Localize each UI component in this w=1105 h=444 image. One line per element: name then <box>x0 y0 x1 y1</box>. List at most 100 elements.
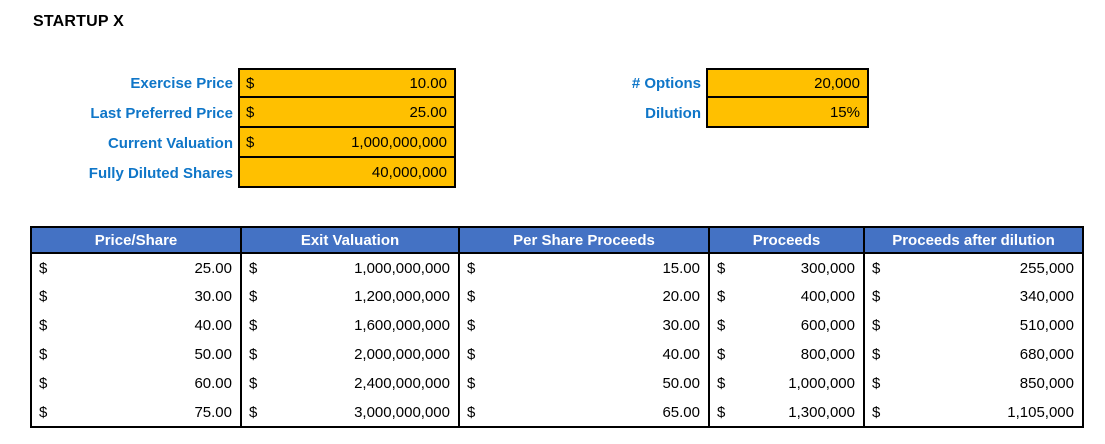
last-preferred-price-value: 25.00 <box>409 103 447 121</box>
table-cell[interactable]: $15.00 <box>458 253 710 282</box>
exercise-price-value: 10.00 <box>409 74 447 92</box>
cell-value: 400,000 <box>800 288 855 305</box>
table-cell[interactable]: $40.00 <box>30 311 242 340</box>
currency-symbol: $ <box>249 259 258 277</box>
currency-symbol: $ <box>39 288 48 305</box>
currency-symbol: $ <box>39 317 48 334</box>
cell-value: 50.00 <box>194 346 232 363</box>
last-preferred-price-cell[interactable]: $ 25.00 <box>238 98 456 128</box>
table-cell[interactable]: $30.00 <box>458 311 710 340</box>
table-cell[interactable]: $60.00 <box>30 369 242 398</box>
currency-symbol: $ <box>872 259 881 277</box>
table-cell[interactable]: $1,300,000 <box>708 398 865 427</box>
currency-symbol: $ <box>717 259 726 277</box>
fully-diluted-shares-cell[interactable]: 40,000,000 <box>238 158 456 188</box>
table-cell[interactable]: $1,600,000,000 <box>240 311 460 340</box>
currency-symbol: $ <box>872 375 881 392</box>
currency-symbol: $ <box>467 346 476 363</box>
table-cell[interactable]: $680,000 <box>863 340 1084 369</box>
table-cell[interactable]: $75.00 <box>30 398 242 427</box>
cell-value: 600,000 <box>800 317 855 334</box>
currency-symbol: $ <box>467 403 476 421</box>
payout-table: Price/Share Exit Valuation Per Share Pro… <box>30 226 1084 428</box>
cell-value: 1,200,000,000 <box>354 288 450 305</box>
table-cell[interactable]: $20.00 <box>458 282 710 311</box>
table-cell[interactable]: $50.00 <box>458 369 710 398</box>
cell-value: 60.00 <box>194 375 232 392</box>
table-cell[interactable]: $2,000,000,000 <box>240 340 460 369</box>
cell-value: 2,400,000,000 <box>354 375 450 392</box>
currency-symbol: $ <box>39 259 48 277</box>
currency-symbol: $ <box>246 133 255 151</box>
table-cell[interactable]: $25.00 <box>30 253 242 282</box>
fully-diluted-shares-label: Fully Diluted Shares <box>88 164 233 182</box>
fully-diluted-shares-value: 40,000,000 <box>371 163 447 181</box>
table-cell[interactable]: $65.00 <box>458 398 710 427</box>
currency-symbol: $ <box>39 346 48 363</box>
cell-value: 1,600,000,000 <box>354 317 450 334</box>
num-options-cell[interactable]: 20,000 <box>706 68 869 98</box>
cell-value: 680,000 <box>1019 346 1074 363</box>
currency-symbol: $ <box>249 346 258 363</box>
dilution-cell[interactable]: 15% <box>706 98 869 128</box>
currency-symbol: $ <box>39 403 48 421</box>
cell-value: 800,000 <box>800 346 855 363</box>
table-row: $40.00 $1,600,000,000 $30.00 $600,000 $510,0… <box>30 311 1084 340</box>
cell-value: 65.00 <box>662 403 700 421</box>
cell-value: 1,000,000,000 <box>354 259 450 277</box>
col-header-price-share: Price/Share <box>30 226 242 254</box>
cell-value: 75.00 <box>194 403 232 421</box>
table-cell[interactable]: $400,000 <box>708 282 865 311</box>
table-cell[interactable]: $850,000 <box>863 369 1084 398</box>
dilution-label: Dilution <box>645 104 701 122</box>
col-header-proceeds: Proceeds <box>708 226 865 254</box>
currency-symbol: $ <box>467 259 476 277</box>
current-valuation-cell[interactable]: $ 1,000,000,000 <box>238 128 456 158</box>
table-cell[interactable]: $800,000 <box>708 340 865 369</box>
cell-value: 30.00 <box>662 317 700 334</box>
currency-symbol: $ <box>467 317 476 334</box>
cell-value: 2,000,000,000 <box>354 346 450 363</box>
table-cell[interactable]: $1,000,000,000 <box>240 253 460 282</box>
last-preferred-price-label: Last Preferred Price <box>90 104 233 122</box>
dilution-value: 15% <box>829 103 860 121</box>
num-options-label: # Options <box>631 74 701 92</box>
col-header-exit-valuation: Exit Valuation <box>240 226 460 254</box>
currency-symbol: $ <box>872 317 881 334</box>
table-row: $75.00 $3,000,000,000 $65.00 $1,300,000 $1,1… <box>30 398 1084 427</box>
currency-symbol: $ <box>249 375 258 392</box>
table-cell[interactable]: $1,200,000,000 <box>240 282 460 311</box>
currency-symbol: $ <box>717 403 726 421</box>
currency-symbol: $ <box>717 288 726 305</box>
table-row: $60.00 $2,400,000,000 $50.00 $1,000,000 $850… <box>30 369 1084 398</box>
currency-symbol: $ <box>249 317 258 334</box>
cell-value: 50.00 <box>662 375 700 392</box>
table-cell[interactable]: $300,000 <box>708 253 865 282</box>
table-cell[interactable]: $600,000 <box>708 311 865 340</box>
cell-value: 1,300,000 <box>788 403 855 421</box>
col-header-proceeds-after-dilution: Proceeds after dilution <box>863 226 1084 254</box>
table-cell[interactable]: $1,000,000 <box>708 369 865 398</box>
table-cell[interactable]: $40.00 <box>458 340 710 369</box>
cell-value: 510,000 <box>1019 317 1074 334</box>
table-cell[interactable]: $50.00 <box>30 340 242 369</box>
exercise-price-label: Exercise Price <box>130 74 233 92</box>
table-cell[interactable]: $30.00 <box>30 282 242 311</box>
current-valuation-label: Current Valuation <box>107 134 233 152</box>
table-cell[interactable]: $340,000 <box>863 282 1084 311</box>
cell-value: 3,000,000,000 <box>354 403 450 421</box>
currency-symbol: $ <box>246 74 255 92</box>
table-cell[interactable]: $2,400,000,000 <box>240 369 460 398</box>
exercise-price-cell[interactable]: $ 10.00 <box>238 68 456 98</box>
table-cell[interactable]: $510,000 <box>863 311 1084 340</box>
table-cell[interactable]: $1,105,000 <box>863 398 1084 427</box>
cell-value: 20.00 <box>662 288 700 305</box>
cell-value: 255,000 <box>1019 259 1074 277</box>
table-body: $25.00 $1,000,000,000 $15.00 $300,000 $255,0… <box>30 253 1084 427</box>
table-cell[interactable]: $255,000 <box>863 253 1084 282</box>
cell-value: 850,000 <box>1019 375 1074 392</box>
table-cell[interactable]: $3,000,000,000 <box>240 398 460 427</box>
page-title: STARTUP X <box>33 13 124 30</box>
cell-value: 30.00 <box>194 288 232 305</box>
table-row: $25.00 $1,000,000,000 $15.00 $300,000 $255,0… <box>30 253 1084 282</box>
